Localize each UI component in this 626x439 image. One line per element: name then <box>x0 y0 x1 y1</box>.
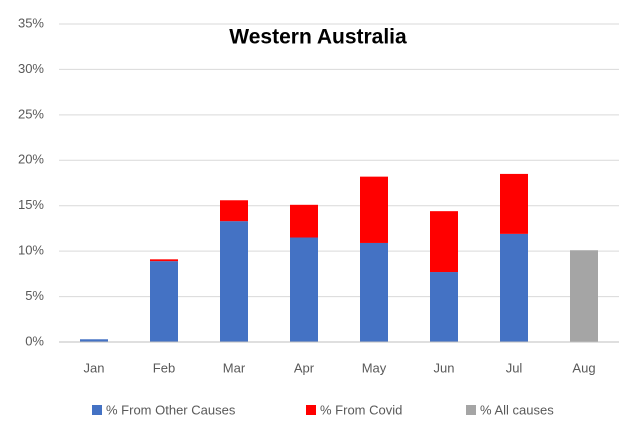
x-tick-label: Jun <box>434 360 455 375</box>
x-tick-label: Aug <box>572 360 595 375</box>
bar <box>150 261 178 342</box>
y-tick-label: 15% <box>18 197 44 212</box>
bar <box>360 242 388 342</box>
y-tick-label: 0% <box>25 333 44 348</box>
bar <box>290 204 318 238</box>
legend-swatch <box>306 405 316 415</box>
y-tick-label: 30% <box>18 61 44 76</box>
x-tick-label: Jul <box>506 360 523 375</box>
bar <box>430 272 458 342</box>
bar <box>290 237 318 342</box>
legend-swatch <box>92 405 102 415</box>
y-tick-label: 5% <box>25 288 44 303</box>
y-tick-label: 35% <box>18 15 44 30</box>
y-tick-label: 20% <box>18 152 44 167</box>
bar <box>570 250 598 342</box>
x-tick-label: May <box>362 360 387 375</box>
bar <box>360 176 388 243</box>
legend-label: % From Other Causes <box>106 402 236 417</box>
y-tick-label: 25% <box>18 106 44 121</box>
x-tick-label: Jan <box>84 360 105 375</box>
bar <box>220 221 248 342</box>
bar <box>220 200 248 222</box>
bar <box>150 259 178 262</box>
bar <box>80 339 108 342</box>
bar <box>500 173 528 234</box>
bar <box>500 233 528 342</box>
y-tick-label: 10% <box>18 243 44 258</box>
x-tick-label: Mar <box>223 360 246 375</box>
legend-swatch <box>466 405 476 415</box>
legend-label: % All causes <box>480 402 554 417</box>
x-tick-label: Apr <box>294 360 315 375</box>
chart-title: Western Australia <box>229 26 407 49</box>
x-tick-label: Feb <box>153 360 175 375</box>
bar <box>430 211 458 273</box>
legend-label: % From Covid <box>320 402 402 417</box>
